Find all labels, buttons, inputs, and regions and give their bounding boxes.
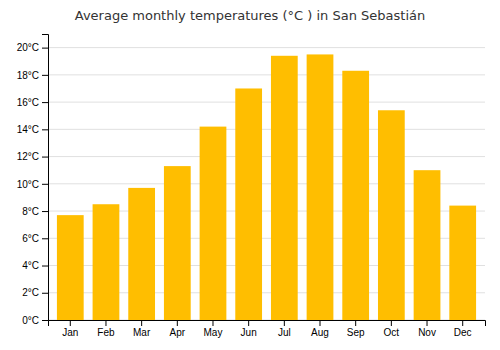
x-tick: Nov [418,320,436,338]
tick-label: 4°C [22,260,39,271]
bar [449,206,476,320]
tick-label: 8°C [22,206,39,217]
x-tick: Oct [384,320,400,338]
grid-line [48,129,485,130]
bar [93,204,120,320]
tick-label: 10°C [17,179,39,190]
x-tick: Jul [278,320,291,338]
y-tick: 12°C [17,151,48,162]
y-tick: 18°C [17,70,48,81]
y-tick: 10°C [17,179,48,190]
bar [378,110,405,320]
bar [307,54,334,320]
y-tick: 16°C [17,97,48,108]
tick-mark [105,320,106,326]
tick-label: 2°C [22,287,39,298]
tick-label: 14°C [17,124,39,135]
bar [57,215,84,320]
tick-label: Oct [384,327,400,338]
tick-mark [42,293,48,294]
x-tick: Feb [97,320,115,338]
bar [128,188,155,320]
bars [57,54,476,320]
tick-label: Feb [97,327,115,338]
tick-mark [355,320,356,326]
tick-mark [42,48,48,49]
y-tick: 20°C [17,42,48,53]
tick-mark [141,320,142,326]
y-tick: 14°C [17,124,48,135]
y-tick: 8°C [22,206,48,217]
tick-mark [42,320,48,321]
y-tick: 0°C [22,315,48,326]
tick-mark [248,320,249,326]
plot: 0°C 2°C 4°C 6°C 8°C 10°C 12°C 14°C 16°C 18°C 20°C J… [17,35,486,339]
axis-line [49,321,486,327]
tick-mark [42,266,48,267]
tick-mark [42,102,48,103]
axis-line [42,35,49,321]
tick-label: 18°C [17,70,39,81]
x-axis: Jan Feb Mar Apr May Jun Jul Aug Sep Oct Nov Dec [49,320,486,338]
tick-mark [42,129,48,130]
tick-label: 0°C [22,315,39,326]
tick-mark [42,75,48,76]
tick-label: Jan [62,327,78,338]
tick-label: Sep [347,327,365,338]
chart: 0°C 2°C 4°C 6°C 8°C 10°C 12°C 14°C 16°C 18°C 20°C J… [0,0,500,350]
x-tick: Jan [62,320,78,338]
tick-mark [462,320,463,326]
grid-line [48,47,485,48]
tick-label: Nov [418,327,436,338]
x-tick: Apr [170,320,186,338]
tick-label: 20°C [17,42,39,53]
tick-label: Jul [278,327,291,338]
tick-label: Dec [454,327,472,338]
x-tick: May [204,320,223,338]
grid-line [48,102,485,103]
tick-mark [70,320,71,326]
x-tick: Mar [133,320,151,338]
title: Average monthly temperatures (°C ) in Sa… [75,8,425,23]
tick-mark [42,211,48,212]
tick-mark [42,184,48,185]
tick-mark [177,320,178,326]
tick-mark [42,238,48,239]
x-tick: Dec [454,320,472,338]
tick-mark [391,320,392,326]
tick-label: Aug [311,327,329,338]
x-tick: Sep [347,320,365,338]
x-tick: Aug [311,320,329,338]
tick-label: May [204,327,223,338]
tick-mark [212,320,213,326]
tick-label: 6°C [22,233,39,244]
bar [414,170,441,320]
y-axis: 0°C 2°C 4°C 6°C 8°C 10°C 12°C 14°C 16°C 18°C 20°C [17,35,49,326]
bar [235,88,262,320]
y-tick: 4°C [22,260,48,271]
y-tick: 6°C [22,233,48,244]
tick-label: Apr [170,327,186,338]
bar [164,166,191,320]
tick-mark [42,157,48,158]
tick-label: Jun [241,327,257,338]
tick-mark [427,320,428,326]
y-tick: 2°C [22,287,48,298]
bar [271,56,298,320]
tick-label: 12°C [17,151,39,162]
bar [200,127,227,320]
grid-line [48,156,485,157]
tick-mark [320,320,321,326]
grid [48,48,485,320]
x-tick: Jun [241,320,257,338]
grid-line [48,74,485,75]
tick-label: 16°C [17,97,39,108]
bar [342,71,369,320]
tick-mark [284,320,285,326]
tick-label: Mar [133,327,151,338]
